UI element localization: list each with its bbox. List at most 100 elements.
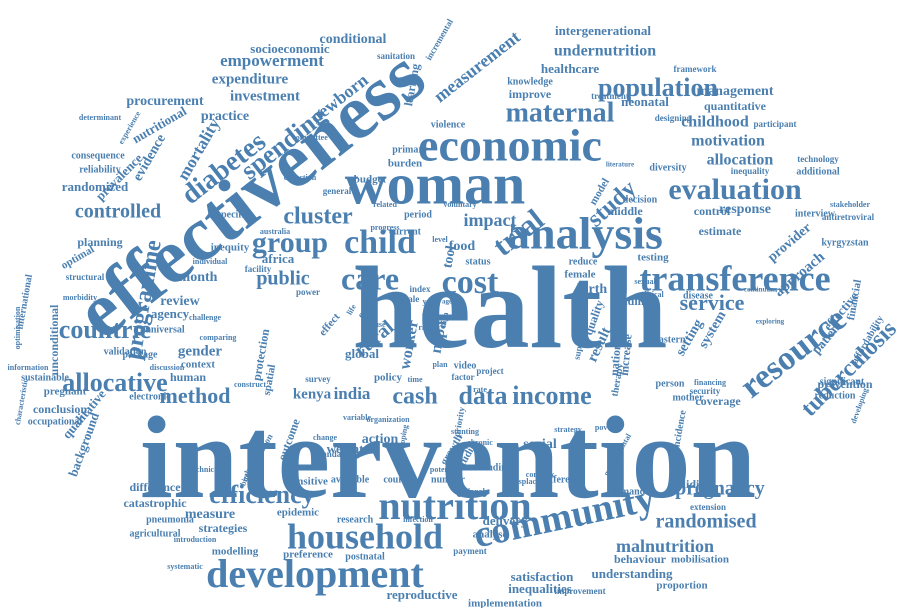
word-coverage: coverage xyxy=(695,394,741,408)
word-income: income xyxy=(512,381,591,410)
word-status: status xyxy=(465,256,490,267)
word-preference: preference xyxy=(283,549,333,561)
word-determinant: determinant xyxy=(79,113,122,122)
word-analysis: analysis xyxy=(507,208,663,259)
word-neonatal: neonatal xyxy=(621,94,669,109)
word-sectional: sectional xyxy=(455,487,486,496)
word-use: use xyxy=(374,320,386,329)
word-scale: scale xyxy=(401,294,420,304)
word-postnatal: postnatal xyxy=(345,551,385,562)
word-agricultural: agricultural xyxy=(129,528,180,539)
word-knowledge: knowledge xyxy=(507,76,553,87)
word-year: year xyxy=(422,297,438,306)
word-facility: facility xyxy=(245,264,272,274)
word-morbidity: morbidity xyxy=(63,293,97,302)
word-change: change xyxy=(313,433,337,442)
word-inequity: inequity xyxy=(211,242,250,254)
word-burden: burden xyxy=(388,158,422,170)
word-satisfaction: satisfaction xyxy=(511,569,575,584)
word-universal: universal xyxy=(145,324,185,335)
word-planning: planning xyxy=(77,235,122,249)
word-treatment: treatment xyxy=(591,91,629,101)
word-global: global xyxy=(345,346,379,361)
word-factor: factor xyxy=(452,372,475,382)
word-management: management xyxy=(697,84,774,99)
word-healthcare: healthcare xyxy=(541,61,599,76)
word-project: project xyxy=(476,366,503,376)
word-data: data xyxy=(458,381,507,410)
word-pregnancy: pregnancy xyxy=(675,478,765,500)
word-consequence: consequence xyxy=(71,150,125,161)
word-increase: increase xyxy=(617,333,635,376)
word-security: security xyxy=(690,386,721,396)
word-political: political xyxy=(636,290,664,299)
word-spatial: spatial xyxy=(261,364,278,397)
word-country: country xyxy=(383,474,416,485)
word-malnutrition: malnutrition xyxy=(616,536,714,556)
word-epidemic: epidemic xyxy=(277,507,319,519)
word-validation: validation xyxy=(104,346,147,357)
word-significant: significant xyxy=(820,376,865,387)
word-social: social xyxy=(523,437,557,452)
word-month: month xyxy=(179,270,218,285)
word-undernutrition: undernutrition xyxy=(554,43,656,60)
word-variable: variable xyxy=(343,413,371,422)
word-additional: additional xyxy=(796,166,840,177)
word-construct: construct xyxy=(234,380,266,389)
word-framework: framework xyxy=(674,64,717,74)
word-nutrition: nutrition xyxy=(378,483,531,528)
word-age: age xyxy=(442,298,452,306)
word-plan: plan xyxy=(432,360,448,369)
word-incremental: incremental xyxy=(423,17,455,62)
word-reproductive: reproductive xyxy=(386,587,457,602)
word-expenditure: expenditure xyxy=(212,71,289,87)
word-child: child xyxy=(344,224,416,261)
word-displaced: displaced xyxy=(512,477,545,486)
word-disease: disease xyxy=(683,290,714,301)
word-pregnant: pregnant xyxy=(44,386,87,398)
word-unconditional: unconditional xyxy=(47,304,61,375)
word-policy: policy xyxy=(374,372,403,384)
word-specific: specific xyxy=(217,209,249,220)
word-household: household xyxy=(287,516,443,556)
word-practice: practice xyxy=(201,109,249,124)
word-index: index xyxy=(409,284,431,294)
word-person: person xyxy=(656,378,685,389)
word-comparing: comparing xyxy=(200,333,237,342)
word-financing: financing xyxy=(694,378,726,387)
word-control: control xyxy=(694,204,731,218)
word-participant: participant xyxy=(753,119,796,129)
word-demand: demand xyxy=(611,486,646,497)
word-research: research xyxy=(337,514,374,525)
word-level: level xyxy=(432,235,448,244)
word-delivery: delivery xyxy=(483,513,528,528)
word-literature: literature xyxy=(606,161,634,169)
word-development: development xyxy=(206,551,424,596)
word-nepal: nepal xyxy=(428,314,451,354)
word-conclusion: conclusion xyxy=(33,402,87,416)
word-analyse: analyse xyxy=(473,529,508,541)
word-behaviour: behaviour xyxy=(614,552,667,566)
word-current: current xyxy=(389,226,422,237)
word-rate: rate xyxy=(473,385,487,394)
word-investment: investment xyxy=(230,88,300,104)
word-empowerment: empowerment xyxy=(220,51,324,70)
word-risk: risk xyxy=(418,323,432,332)
word-intervention: intervention xyxy=(140,392,756,523)
word-woman: woman xyxy=(345,151,525,216)
word-maternal: maternal xyxy=(506,97,615,128)
word-extension: extension xyxy=(690,502,726,512)
word-inequality: inequality xyxy=(731,166,770,176)
word-systematic: systematic xyxy=(167,562,203,571)
word-understanding: understanding xyxy=(592,566,673,581)
word-cost: cost xyxy=(442,264,499,301)
word-response: response xyxy=(719,202,771,217)
word-care: care xyxy=(341,260,399,296)
word-sustainable: sustainable xyxy=(21,372,69,383)
word-action: action xyxy=(362,432,399,447)
word-potential: potential xyxy=(430,465,461,474)
word-reliability: reliability xyxy=(79,164,120,175)
word-individual: individual xyxy=(193,257,228,266)
